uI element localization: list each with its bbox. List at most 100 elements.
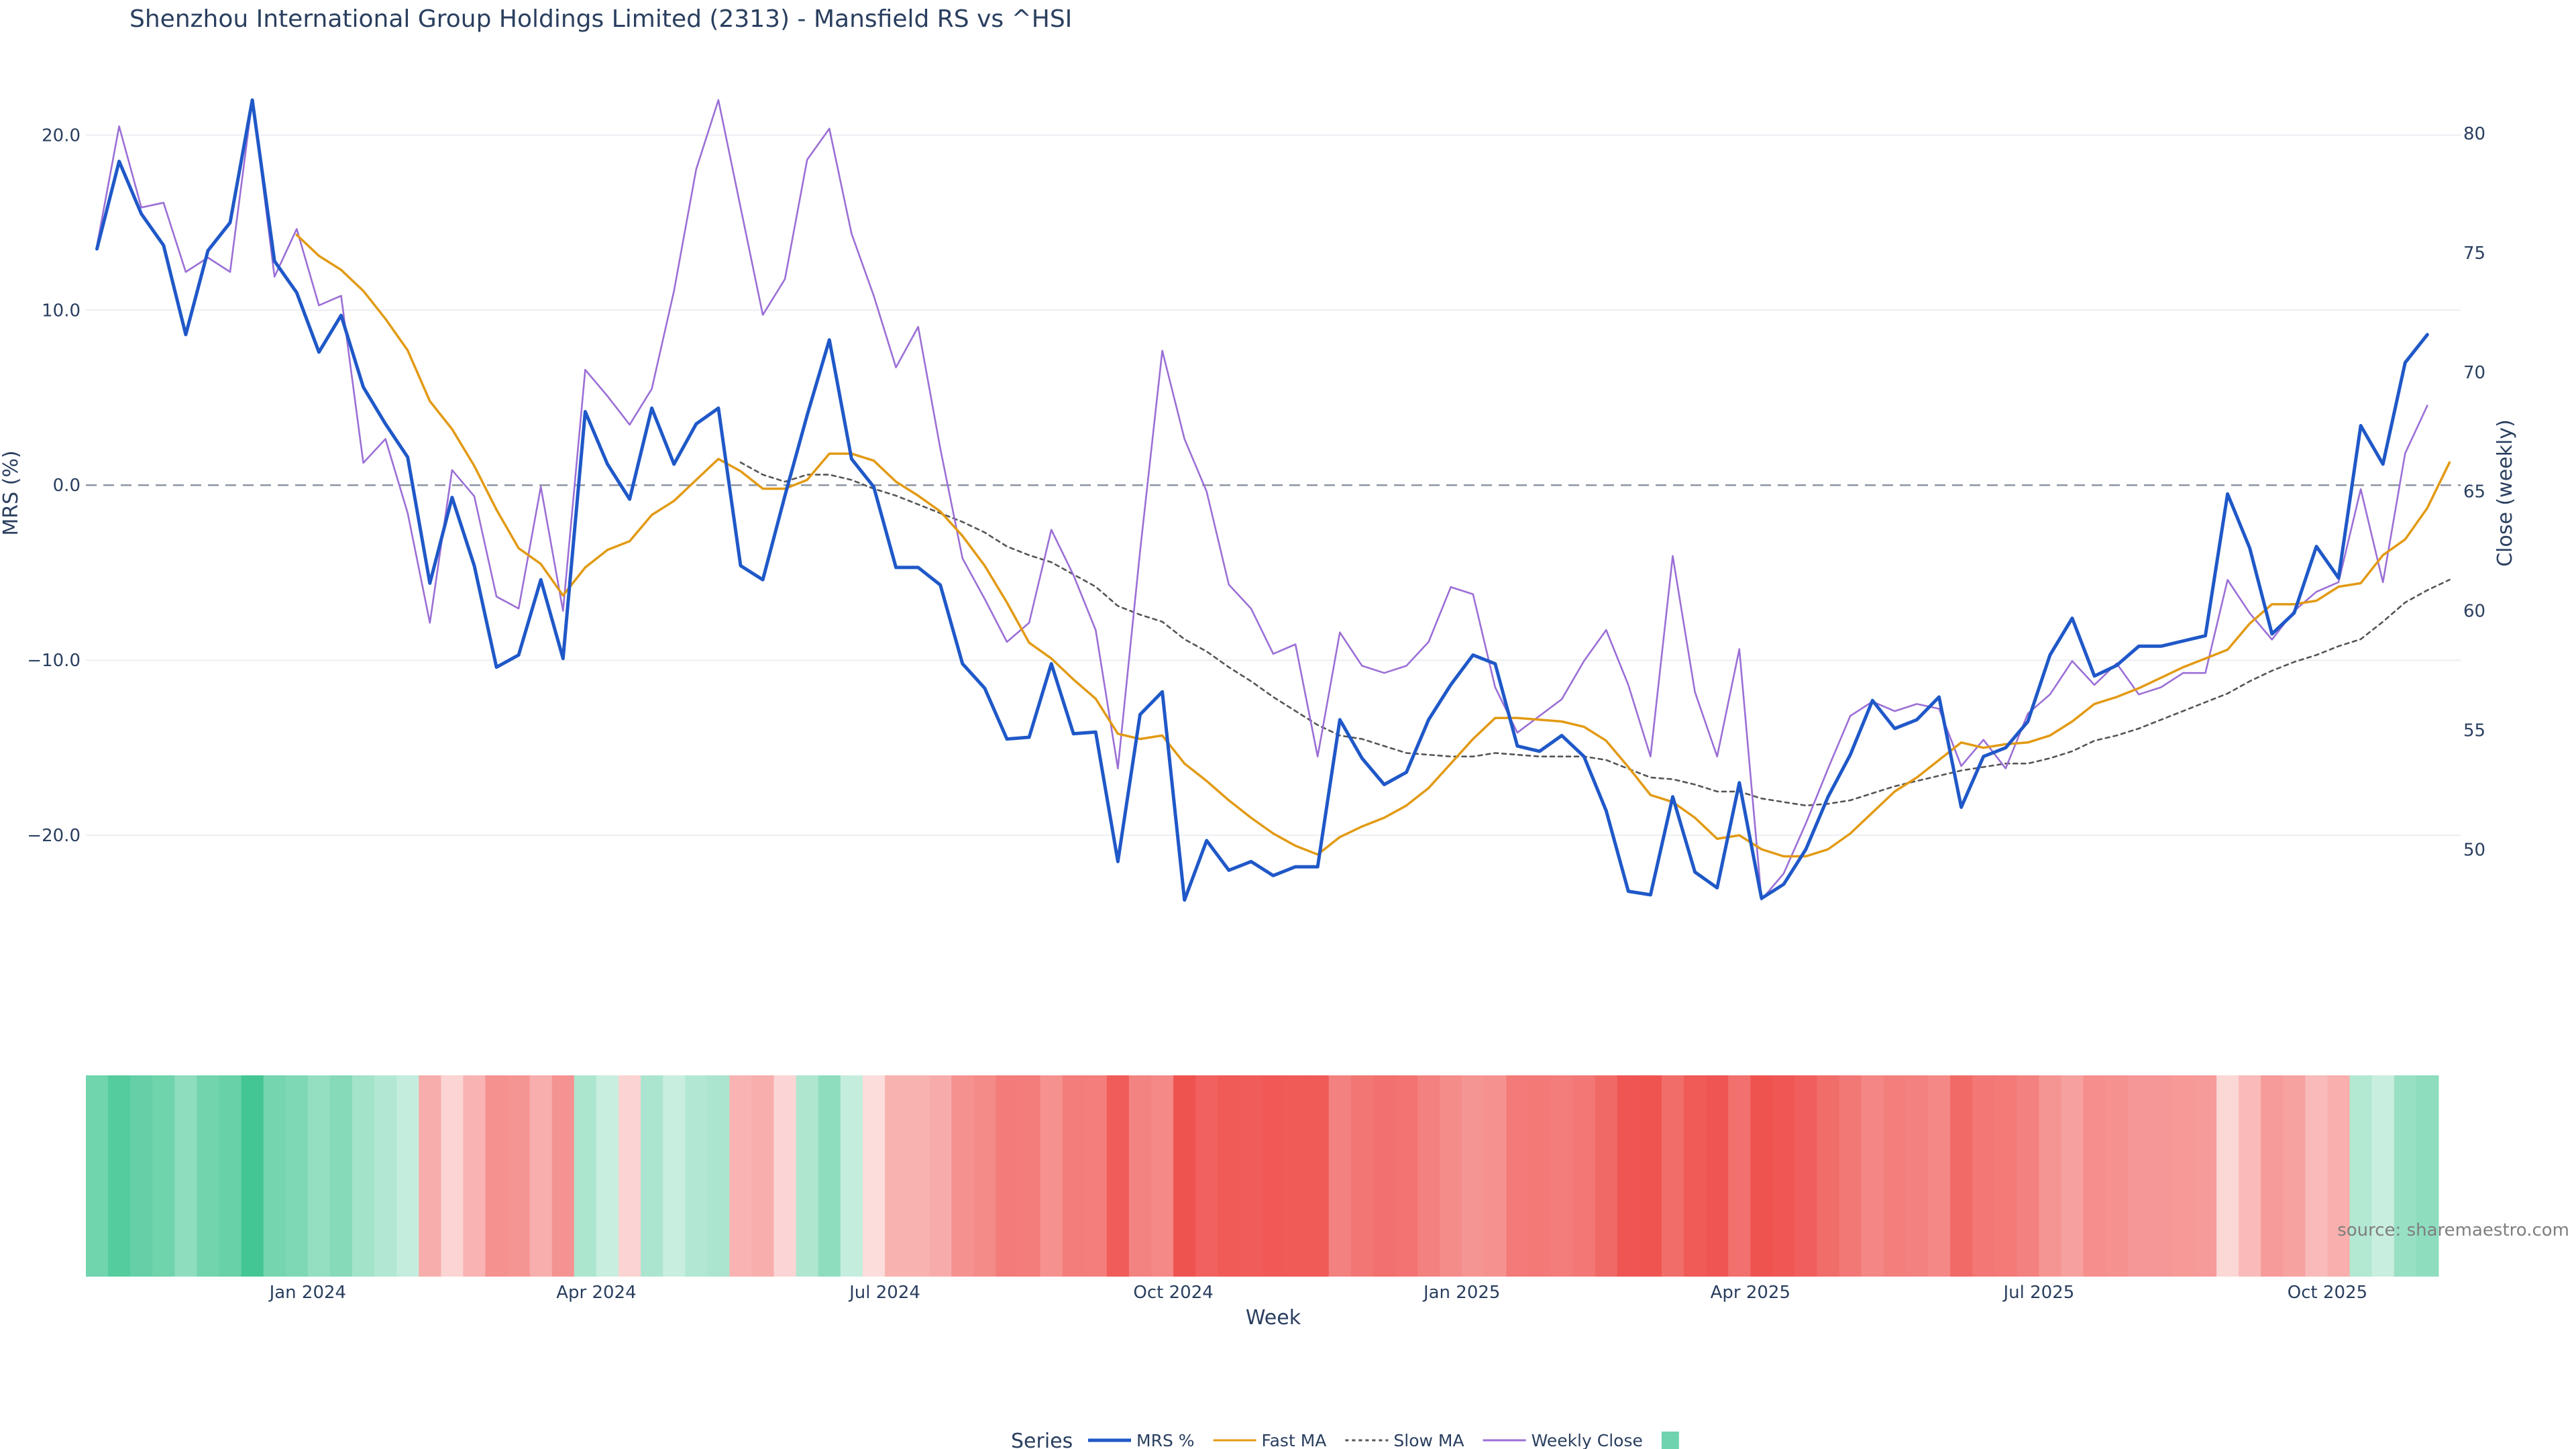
heat-cell [1395, 1075, 1418, 1277]
heat-cell [1639, 1075, 1662, 1277]
y-right-tick-label: 55 [2463, 721, 2485, 741]
heat-cell [996, 1075, 1019, 1277]
y-right-tick-label: 70 [2463, 363, 2485, 383]
heat-cell [1151, 1075, 1174, 1277]
x-tick-label: Apr 2025 [1711, 1283, 1790, 1303]
x-axis-title: Week [1246, 1306, 1301, 1330]
heat-cell [2416, 1075, 2439, 1277]
grid [86, 134, 2461, 837]
heat-cell [2371, 1075, 2395, 1277]
heat-cell [751, 1075, 775, 1277]
heat-cell [1750, 1075, 1773, 1277]
y-left-tick-label: 20.0 [42, 125, 80, 146]
heat-cell [108, 1075, 131, 1277]
heat-cell [1284, 1075, 1307, 1277]
heat-cell [1195, 1075, 1218, 1277]
heat-cell [596, 1075, 619, 1277]
heat-cell [86, 1075, 109, 1277]
heat-cell [1106, 1075, 1130, 1277]
heat-cell [1373, 1075, 1396, 1277]
series-mrs [95, 98, 2429, 902]
left-axis-ticks: 20.0 10.0 0.0 −10.0 −20.0 [27, 125, 80, 846]
heat-cell [2083, 1075, 2106, 1277]
heat-cell [619, 1075, 641, 1277]
heat-cell [1218, 1075, 1240, 1277]
x-tick-label: Jul 2025 [2002, 1283, 2074, 1303]
heat-cell [1462, 1075, 1485, 1277]
series-weekly-close [96, 99, 2428, 901]
heat-cell [2017, 1075, 2039, 1277]
x-tick-label: Jan 2025 [1422, 1283, 1501, 1303]
heat-cell [2394, 1075, 2417, 1277]
heat-cell [818, 1075, 841, 1277]
series-slow-ma [739, 462, 2451, 807]
heat-cell [707, 1075, 731, 1277]
heat-cell [1905, 1075, 1929, 1277]
x-tick-label: Apr 2024 [556, 1283, 636, 1303]
heat-cell [641, 1075, 663, 1277]
source-note: source: sharemaestro.com [2337, 1220, 2569, 1240]
legend-title: Series [1011, 1430, 1073, 1449]
heat-cell [773, 1075, 797, 1277]
y-axis-left-title: MRS (%) [0, 450, 23, 535]
heat-cell [951, 1075, 974, 1277]
y-right-tick-label: 60 [2463, 602, 2485, 622]
x-tick-label: Jul 2024 [848, 1283, 920, 1303]
heat-cell [1839, 1075, 1862, 1277]
right-axis-ticks: 80 75 70 65 60 55 50 [2463, 124, 2485, 861]
heat-cell [1240, 1075, 1263, 1277]
heat-cell [929, 1075, 952, 1277]
heat-cell [663, 1075, 686, 1277]
heat-cell [2283, 1075, 2306, 1277]
heat-cell [1728, 1075, 1751, 1277]
heat-cell [2149, 1075, 2173, 1277]
heat-cell [1706, 1075, 1729, 1277]
chart-title: Shenzhou International Group Holdings Li… [129, 5, 1072, 33]
y-right-tick-label: 50 [2463, 840, 2485, 860]
heat-cell [485, 1075, 508, 1277]
heat-cell [2127, 1075, 2151, 1277]
y-axis-right-title: Close (weekly) [2493, 419, 2517, 567]
heat-cell [1927, 1075, 1951, 1277]
heat-cell [1950, 1075, 1973, 1277]
heat-cell [2305, 1075, 2328, 1277]
series-fast-ma [295, 233, 2451, 858]
heat-cell [329, 1075, 353, 1277]
heat-cell [197, 1075, 220, 1277]
heat-cell [507, 1075, 531, 1277]
heat-cell [729, 1075, 753, 1277]
heat-strip [86, 1075, 2439, 1277]
heat-cell [551, 1075, 575, 1277]
legend-swatch [1661, 1432, 1679, 1449]
heat-cell [307, 1075, 331, 1277]
heat-cell [419, 1075, 441, 1277]
heat-cell [1684, 1075, 1707, 1277]
heat-cell [1972, 1075, 1995, 1277]
x-axis-ticks: Jan 2024 Apr 2024 Jul 2024 Oct 2024 Jan 2025… [268, 1283, 2368, 1303]
legend-label: Slow MA [1393, 1431, 1464, 1449]
heat-cell [529, 1075, 553, 1277]
heat-cell [2239, 1075, 2261, 1277]
heat-cell [885, 1075, 908, 1277]
heat-cell [1550, 1075, 1574, 1277]
heat-cell [907, 1075, 930, 1277]
heat-cell [285, 1075, 309, 1277]
heat-cell [2105, 1075, 2129, 1277]
heat-cell [1861, 1075, 1884, 1277]
y-left-tick-label: 10.0 [42, 301, 80, 321]
heat-cell [441, 1075, 464, 1277]
heat-cell [2216, 1075, 2239, 1277]
heat-cell [1128, 1075, 1152, 1277]
heat-cell [1506, 1075, 1529, 1277]
heat-cell [685, 1075, 708, 1277]
legend-label: MRS % [1136, 1431, 1195, 1449]
y-right-tick-label: 80 [2463, 124, 2485, 144]
heat-cell [352, 1075, 375, 1277]
y-left-tick-label: −10.0 [27, 651, 80, 671]
heat-cell [396, 1075, 419, 1277]
heat-cell [574, 1075, 597, 1277]
x-tick-label: Jan 2024 [268, 1283, 347, 1303]
y-right-tick-label: 75 [2463, 244, 2485, 264]
heat-cell [1595, 1075, 1618, 1277]
